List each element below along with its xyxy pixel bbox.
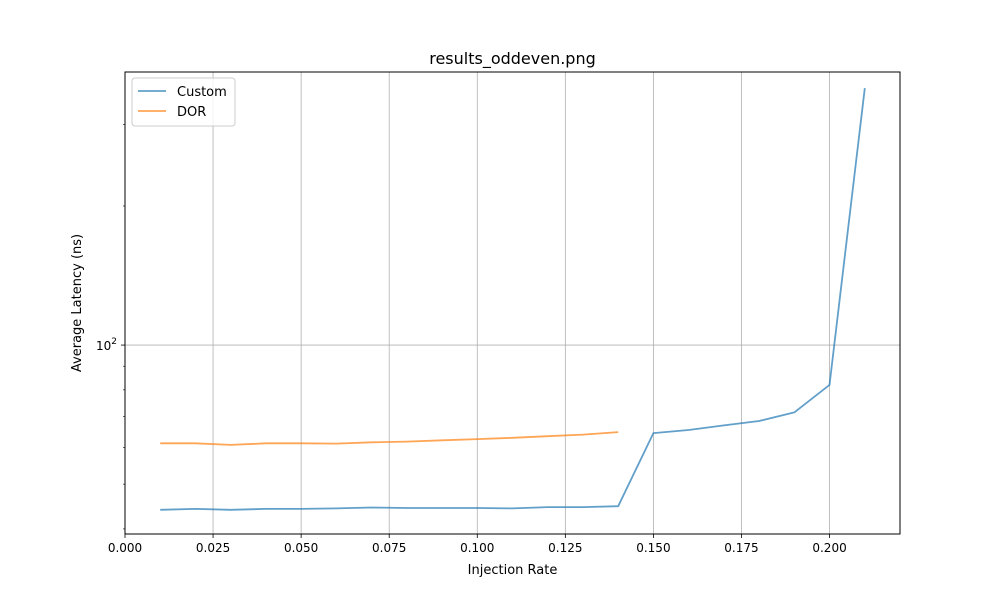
chart-title: results_oddeven.png (429, 49, 596, 69)
legend-label: Custom (177, 85, 227, 100)
x-tick-label: 0.000 (108, 541, 142, 555)
x-tick-label: 0.050 (284, 541, 318, 555)
grid-lines (124, 72, 900, 534)
legend: Custom DOR (131, 77, 236, 127)
series-line-custom (160, 87, 866, 511)
y-axis-label: Average Latency (ns) (70, 234, 85, 372)
y-axis: 102 (96, 124, 125, 530)
x-axis: 0.000 0.025 0.050 0.075 0.100 0.125 0.150 0.175… (108, 534, 847, 555)
x-tick-label: 0.125 (548, 541, 582, 555)
x-tick-label: 0.200 (812, 541, 846, 555)
series-line-dor (160, 431, 619, 446)
plot-area (160, 87, 866, 511)
x-axis-label: Injection Rate (468, 563, 558, 578)
axes-frame (124, 71, 901, 535)
x-tick-label: 0.025 (196, 541, 230, 555)
x-tick-label: 0.100 (460, 541, 494, 555)
x-tick-label: 0.075 (372, 541, 406, 555)
legend-box (131, 77, 236, 127)
x-tick-label: 0.150 (636, 541, 670, 555)
x-tick-label: 0.175 (724, 541, 758, 555)
legend-label: DOR (177, 105, 206, 120)
y-tick-label: 102 (96, 337, 117, 353)
